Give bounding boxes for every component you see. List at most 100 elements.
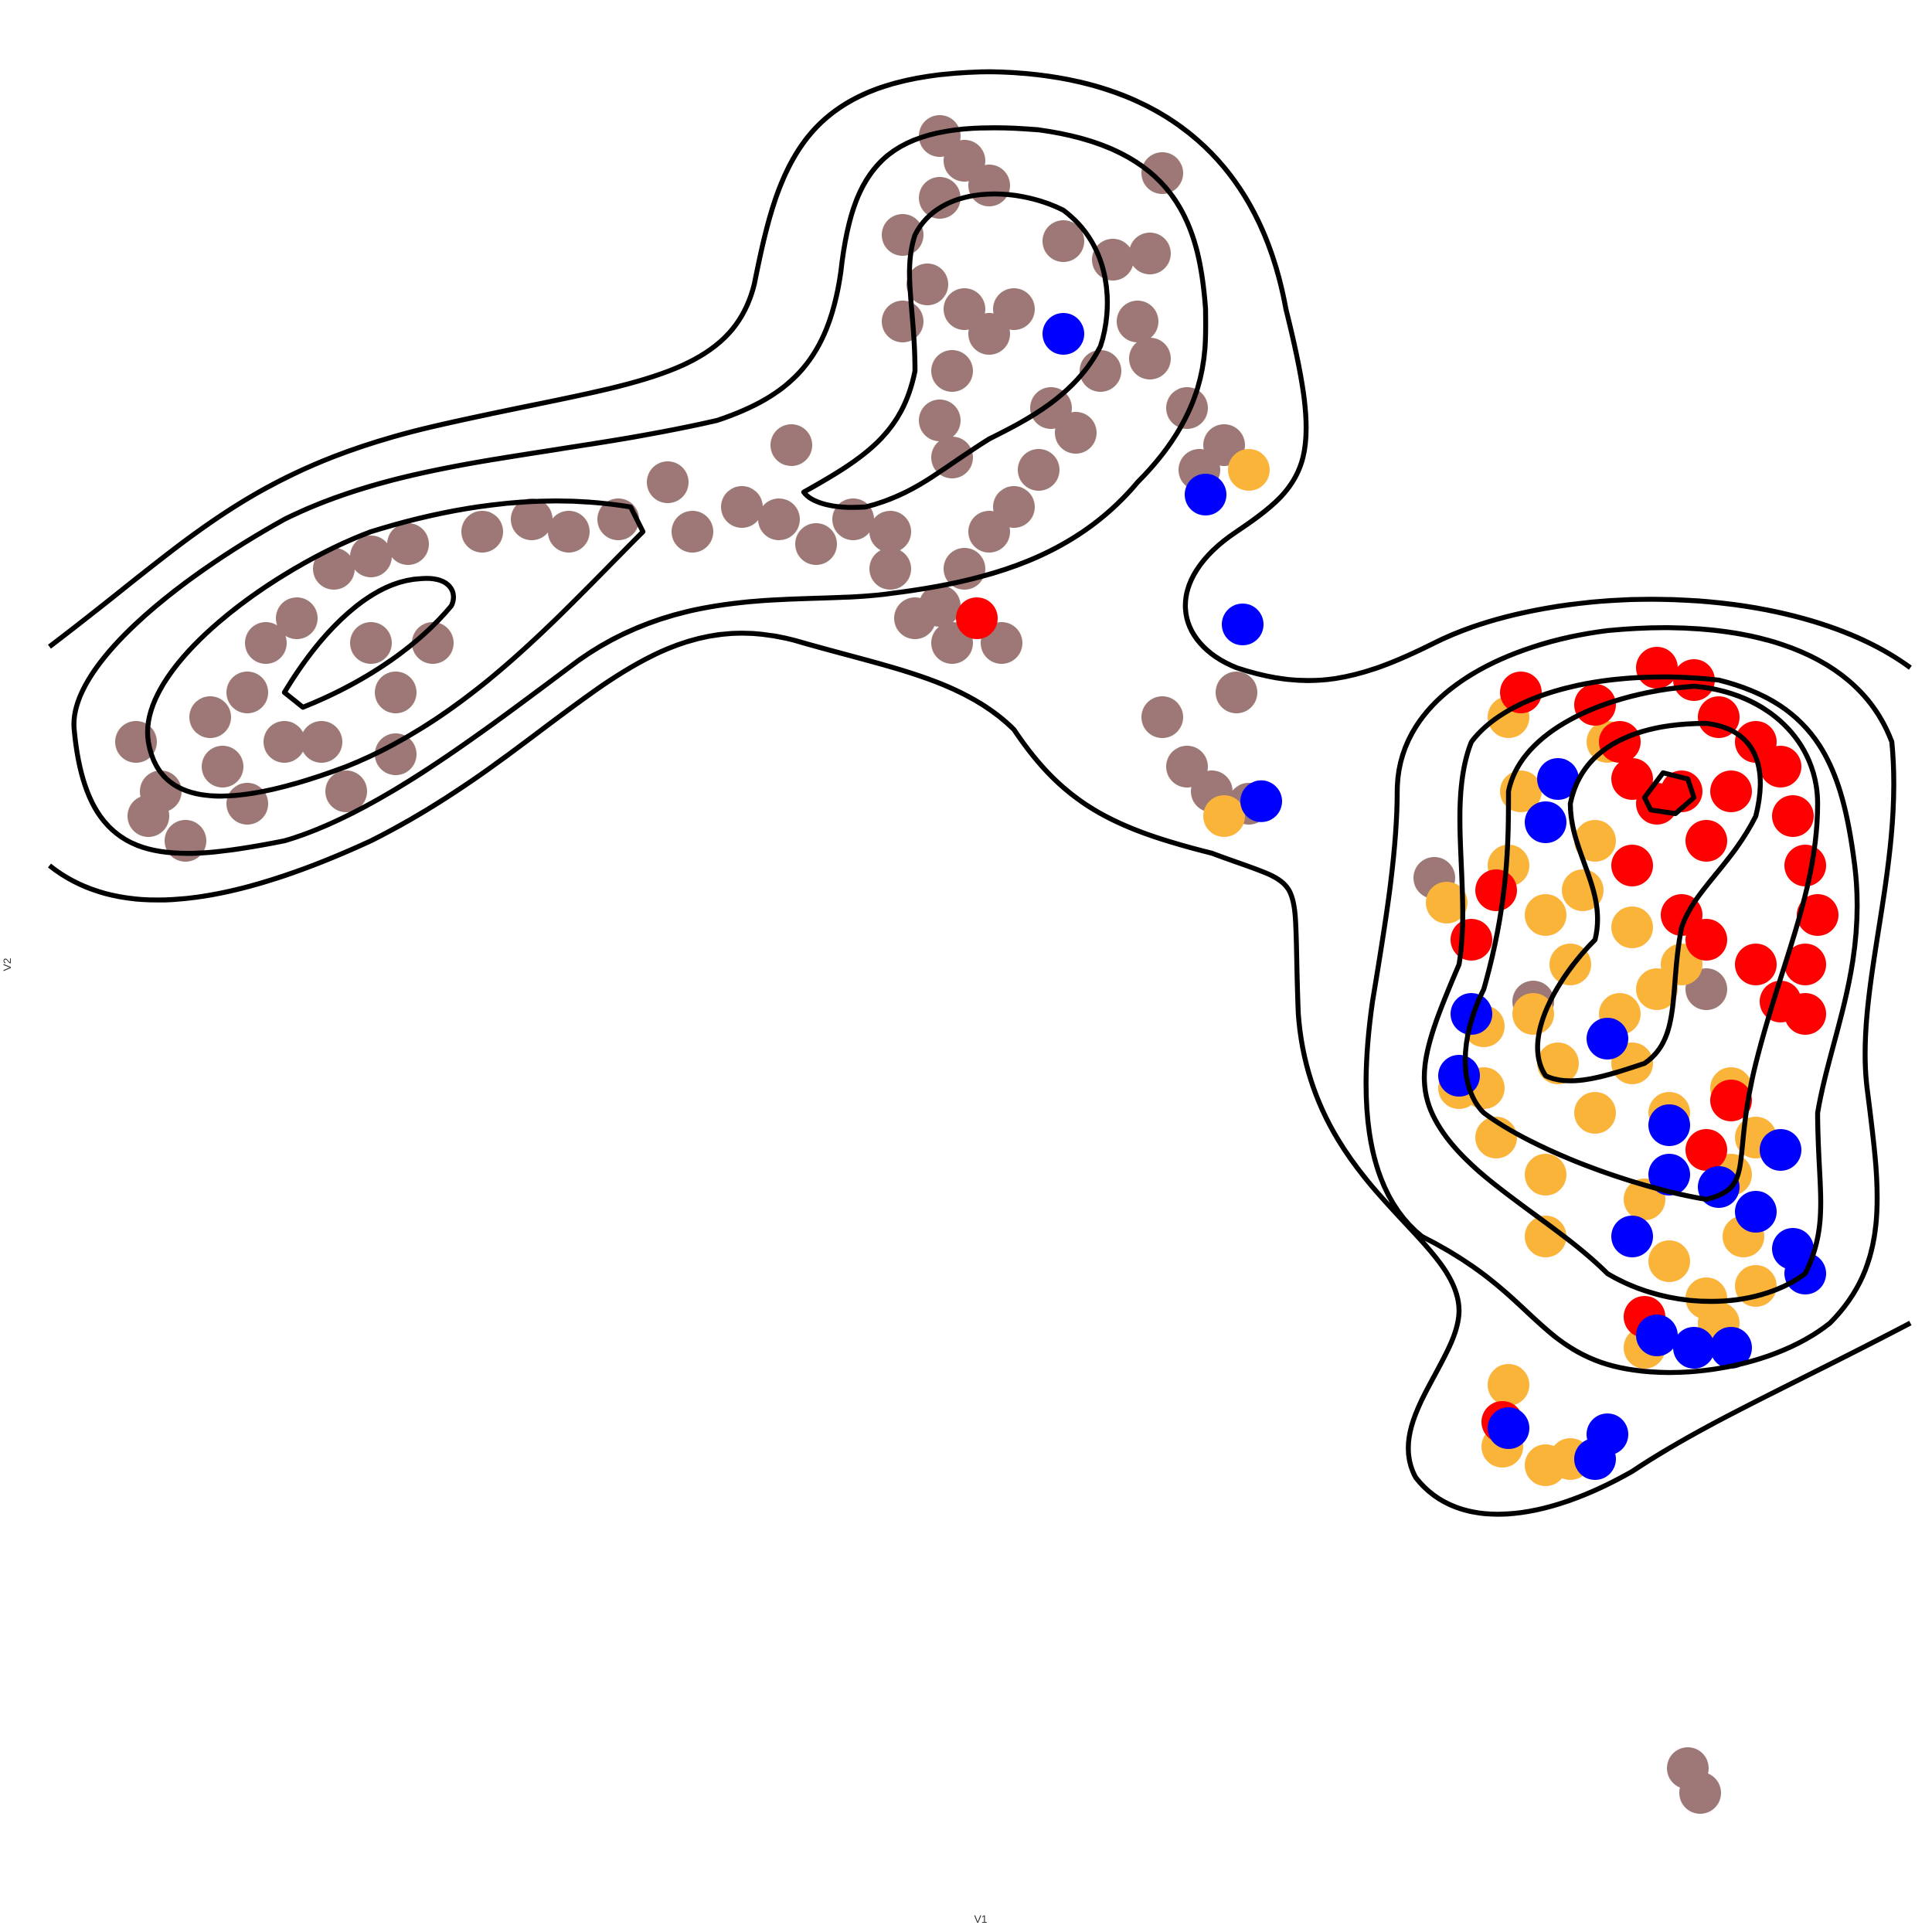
point [1574, 820, 1616, 862]
contour [48, 631, 1912, 1517]
point [325, 770, 367, 812]
point [1648, 1154, 1690, 1196]
point [956, 597, 998, 639]
point [1611, 1216, 1653, 1257]
point [1043, 220, 1084, 262]
point [1735, 944, 1777, 985]
point [869, 548, 911, 590]
point [1018, 449, 1060, 491]
point [202, 746, 243, 787]
point [1735, 1191, 1777, 1233]
point [264, 721, 305, 763]
point [245, 622, 287, 664]
point [1710, 1327, 1752, 1369]
contour [71, 125, 1209, 856]
point [1240, 780, 1282, 822]
point [1475, 869, 1517, 911]
point [350, 622, 392, 664]
point [1141, 696, 1183, 738]
contour [801, 191, 1111, 510]
contour [281, 576, 456, 710]
point [128, 795, 169, 837]
point [1760, 746, 1801, 787]
point [1203, 795, 1245, 837]
contour [48, 69, 1912, 683]
point [1772, 795, 1814, 837]
point [1043, 313, 1084, 355]
contour [1641, 770, 1697, 817]
point [1611, 906, 1653, 948]
point [1611, 845, 1653, 886]
point [1562, 869, 1604, 911]
point [770, 424, 812, 466]
point [511, 498, 553, 540]
point [1636, 647, 1678, 689]
point [375, 733, 417, 775]
point [1760, 1129, 1801, 1171]
point [1525, 801, 1566, 843]
point [1141, 152, 1183, 194]
point [1512, 993, 1554, 1035]
point [1451, 919, 1492, 961]
point [1166, 387, 1208, 429]
point [1525, 894, 1566, 936]
point [1426, 882, 1468, 923]
point [1525, 1154, 1566, 1196]
point [1574, 1092, 1616, 1134]
point [906, 264, 948, 305]
point [1636, 1315, 1678, 1356]
point [1679, 1772, 1721, 1814]
contour [1462, 683, 1821, 1202]
point [1117, 301, 1158, 342]
point [647, 461, 689, 503]
point [301, 721, 342, 763]
point [919, 400, 961, 441]
point [1760, 981, 1801, 1022]
point [919, 177, 961, 219]
point [968, 511, 1010, 553]
point [1685, 1129, 1727, 1171]
point [461, 511, 503, 553]
point [1129, 338, 1171, 379]
contour [1363, 625, 1896, 1376]
point [226, 783, 268, 825]
point [1222, 604, 1264, 645]
point [1797, 894, 1838, 936]
point [1537, 1043, 1579, 1084]
point [1500, 672, 1542, 713]
point [1648, 1240, 1690, 1282]
point [1129, 233, 1171, 274]
point [672, 511, 713, 553]
point [721, 486, 763, 528]
point [1537, 758, 1579, 800]
density-contours [48, 69, 1912, 1517]
point [375, 672, 417, 713]
point [1611, 758, 1653, 800]
point [276, 597, 318, 639]
point [1685, 820, 1727, 862]
point [968, 165, 1010, 206]
point [1710, 770, 1752, 812]
point [882, 301, 923, 342]
contour [145, 498, 646, 799]
point [1488, 1364, 1529, 1406]
point [758, 498, 800, 540]
point [1228, 449, 1270, 491]
point [1784, 845, 1826, 886]
point [1673, 1327, 1715, 1369]
point [1710, 1080, 1752, 1121]
x-axis-label: V1 [974, 1913, 987, 1925]
point [313, 548, 355, 590]
point [1055, 412, 1097, 454]
point [387, 523, 429, 565]
point [1648, 1104, 1690, 1146]
point [189, 696, 231, 738]
point [894, 597, 936, 639]
point [226, 672, 268, 713]
point [993, 288, 1035, 330]
point [869, 511, 911, 553]
contour [1535, 720, 1763, 1083]
point [1574, 684, 1616, 726]
point [1525, 1216, 1566, 1257]
